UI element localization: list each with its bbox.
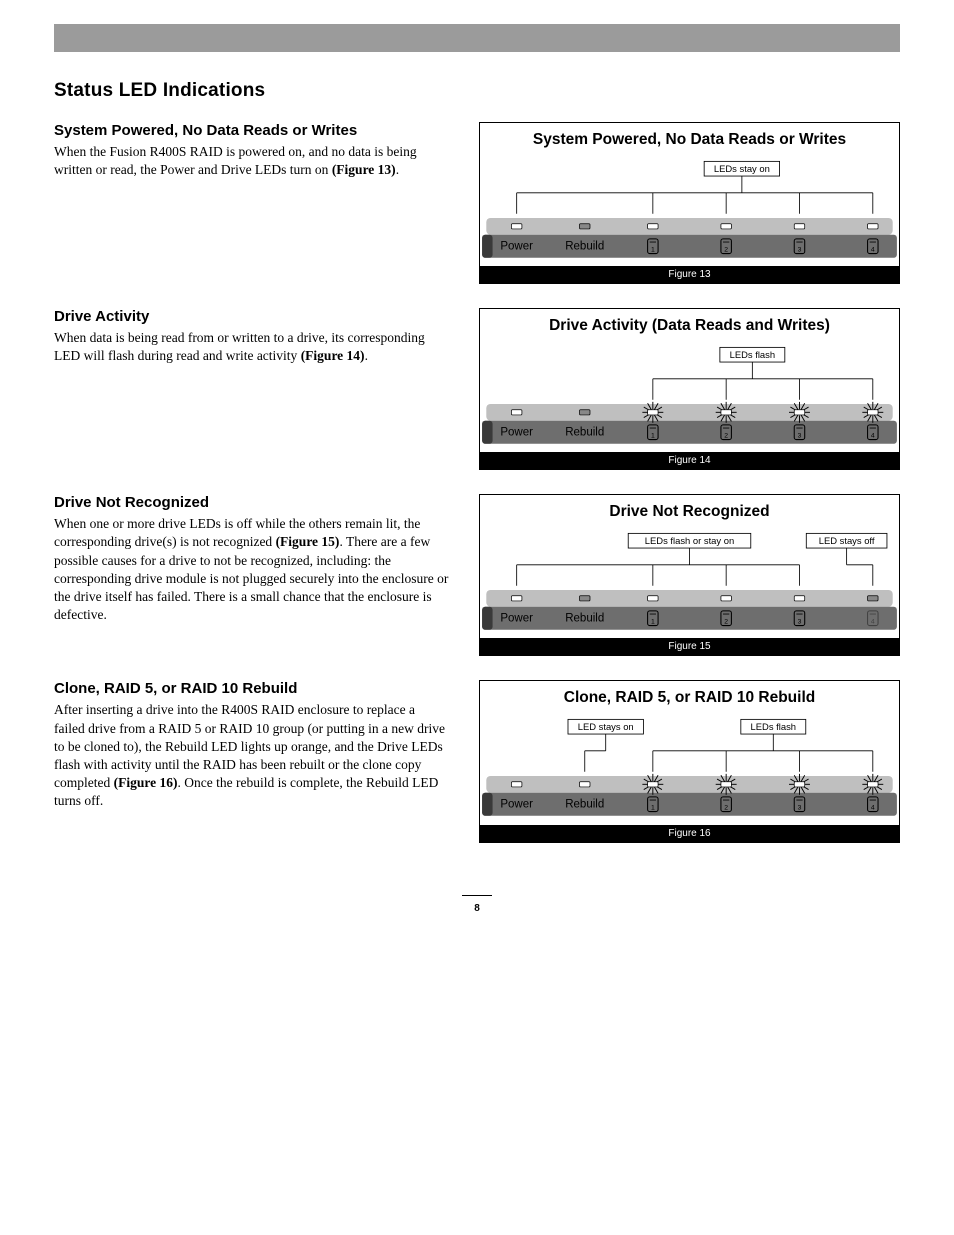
figure-caption: Figure 15: [480, 638, 899, 655]
section-title: System Powered, No Data Reads or Writes: [54, 122, 449, 139]
svg-text:Power: Power: [500, 426, 533, 438]
section-title: Clone, RAID 5, or RAID 10 Rebuild: [54, 680, 449, 697]
figure-title: Drive Not Recognized: [480, 495, 899, 525]
svg-text:3: 3: [798, 246, 802, 253]
led-panel-svg: Power Rebuild 1 2 3 4 LED stays on LEDs …: [480, 711, 899, 824]
svg-text:2: 2: [724, 246, 728, 253]
figure-column: Drive Not Recognized Power Rebuild 1 2 3…: [479, 494, 900, 656]
svg-text:Rebuild: Rebuild: [565, 613, 604, 625]
svg-text:3: 3: [798, 619, 802, 626]
svg-text:3: 3: [798, 433, 802, 440]
text-column: Clone, RAID 5, or RAID 10 Rebuild After i…: [54, 680, 449, 810]
section-row: Drive Activity When data is being read fr…: [54, 308, 900, 470]
svg-text:Power: Power: [500, 799, 533, 811]
page-number: 8: [54, 903, 900, 914]
svg-text:LEDs flash: LEDs flash: [730, 349, 775, 360]
svg-text:Rebuild: Rebuild: [565, 240, 604, 252]
figure-column: Clone, RAID 5, or RAID 10 Rebuild Power …: [479, 680, 900, 842]
sections-container: System Powered, No Data Reads or Writes W…: [54, 122, 900, 843]
svg-text:2: 2: [724, 433, 728, 440]
svg-text:Rebuild: Rebuild: [565, 426, 604, 438]
led-panel-svg: Power Rebuild 1 2 3 4 LEDs stay on: [480, 153, 899, 266]
led-panel-svg: Power Rebuild 1 2 3 4 LEDs flash: [480, 339, 899, 452]
section-row: System Powered, No Data Reads or Writes W…: [54, 122, 900, 284]
top-banner: [54, 24, 900, 52]
svg-text:1: 1: [651, 246, 655, 253]
figure-body: Power Rebuild 1 2 3 4 LEDs stay on: [480, 153, 899, 266]
section-title: Drive Activity: [54, 308, 449, 325]
figure-body: Power Rebuild 1 2 3 4 LEDs flash or stay…: [480, 525, 899, 638]
svg-text:1: 1: [651, 433, 655, 440]
figure-box: System Powered, No Data Reads or Writes …: [479, 122, 900, 284]
text-column: System Powered, No Data Reads or Writes W…: [54, 122, 449, 179]
figure-column: Drive Activity (Data Reads and Writes) P…: [479, 308, 900, 470]
figure-body: Power Rebuild 1 2 3 4 LED stays on LEDs …: [480, 711, 899, 824]
section-title: Drive Not Recognized: [54, 494, 449, 511]
figure-caption: Figure 13: [480, 266, 899, 283]
svg-text:1: 1: [651, 619, 655, 626]
svg-text:Rebuild: Rebuild: [565, 799, 604, 811]
section-body: When data is being read from or written …: [54, 329, 449, 365]
figure-box: Clone, RAID 5, or RAID 10 Rebuild Power …: [479, 680, 900, 842]
figure-body: Power Rebuild 1 2 3 4 LEDs flash: [480, 339, 899, 452]
svg-text:LEDs stay on: LEDs stay on: [714, 163, 770, 174]
figure-title: System Powered, No Data Reads or Writes: [480, 123, 899, 153]
figure-title: Clone, RAID 5, or RAID 10 Rebuild: [480, 681, 899, 711]
figure-column: System Powered, No Data Reads or Writes …: [479, 122, 900, 284]
figure-caption: Figure 16: [480, 825, 899, 842]
section-row: Clone, RAID 5, or RAID 10 Rebuild After i…: [54, 680, 900, 842]
text-column: Drive Activity When data is being read fr…: [54, 308, 449, 365]
page-title: Status LED Indications: [54, 80, 900, 102]
svg-text:4: 4: [871, 805, 875, 812]
svg-text:Power: Power: [500, 613, 533, 625]
figure-title: Drive Activity (Data Reads and Writes): [480, 309, 899, 339]
led-panel-svg: Power Rebuild 1 2 3 4 LEDs flash or stay…: [480, 525, 899, 638]
section-row: Drive Not Recognized When one or more dri…: [54, 494, 900, 656]
svg-text:2: 2: [724, 619, 728, 626]
svg-text:3: 3: [798, 805, 802, 812]
section-body: After inserting a drive into the R400S R…: [54, 701, 449, 810]
figure-caption: Figure 14: [480, 452, 899, 469]
section-body: When the Fusion R400S RAID is powered on…: [54, 143, 449, 179]
svg-text:LED stays on: LED stays on: [578, 721, 634, 732]
svg-text:LEDs flash: LEDs flash: [751, 721, 796, 732]
svg-text:LEDs flash or stay on: LEDs flash or stay on: [645, 535, 734, 546]
text-column: Drive Not Recognized When one or more dri…: [54, 494, 449, 624]
svg-text:4: 4: [871, 619, 875, 626]
svg-text:2: 2: [724, 805, 728, 812]
svg-text:Power: Power: [500, 240, 533, 252]
svg-text:1: 1: [651, 805, 655, 812]
svg-text:LED stays off: LED stays off: [819, 535, 875, 546]
svg-text:4: 4: [871, 246, 875, 253]
figure-box: Drive Activity (Data Reads and Writes) P…: [479, 308, 900, 470]
figure-box: Drive Not Recognized Power Rebuild 1 2 3…: [479, 494, 900, 656]
section-body: When one or more drive LEDs is off while…: [54, 515, 449, 624]
svg-text:4: 4: [871, 433, 875, 440]
